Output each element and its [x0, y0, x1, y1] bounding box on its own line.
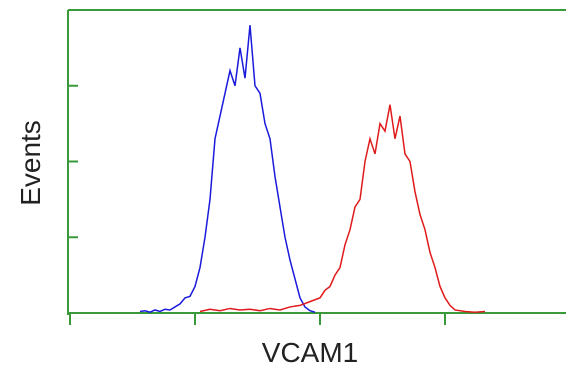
histogram-line: [139, 25, 316, 314]
y-axis-label: Events: [15, 120, 46, 206]
x-axis-label: VCAM1: [262, 337, 358, 368]
histogram-line: [199, 104, 486, 313]
